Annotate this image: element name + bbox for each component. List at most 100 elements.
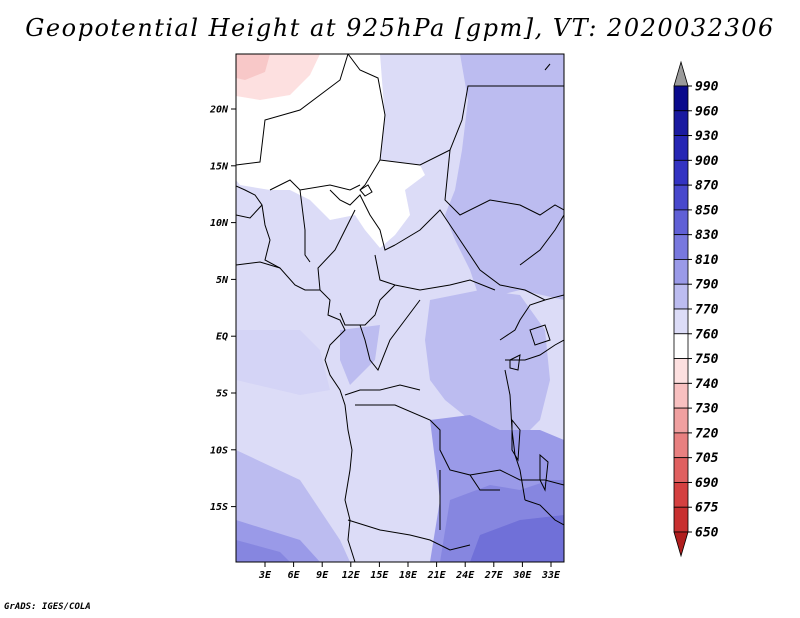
lon-tick-label: 9E (316, 570, 329, 581)
colorbar-swatch (673, 283, 689, 310)
field-region-pink-nw-core (236, 54, 270, 80)
lake-malawi (539, 453, 549, 492)
lat-tick-label: 15S (210, 502, 228, 513)
border-uganda (499, 299, 546, 341)
lon-tick-label: 33E (541, 570, 561, 581)
colorbar-swatch (673, 259, 689, 285)
lat-tick-label: 10N (210, 218, 229, 229)
colorbar-swatch (673, 482, 689, 508)
colorbar-label: 870 (695, 179, 719, 194)
border-car-north (394, 209, 564, 301)
colorbar-label: 810 (695, 253, 719, 268)
colorbar-label: 960 (695, 104, 719, 119)
border-niger-south (269, 179, 361, 191)
colorbar: 990 960 930 900 870 850 830 810 790 770 760 750 740 7… (673, 60, 719, 558)
field-region-gabon (340, 325, 380, 385)
map-frame (235, 53, 565, 563)
colorbar-label: 990 (695, 80, 719, 95)
field-region-east-810 (445, 54, 564, 300)
lake-albert (509, 354, 521, 371)
colorbar-label: 740 (695, 377, 719, 392)
border-tanzania-south (469, 469, 564, 486)
field-region-south-870 (470, 515, 564, 562)
colorbar-swatch (673, 159, 689, 186)
field-region-sw-850 (236, 540, 290, 562)
height-field (236, 54, 564, 562)
lake-tanganyika (511, 418, 521, 462)
colorbar-label: 730 (695, 402, 719, 417)
coast-red-sea (544, 63, 551, 71)
lon-tick-label: 27E (484, 570, 504, 581)
colorbar-swatch (673, 85, 689, 112)
longitude-axis: 3E 6E 9E 12E 15E 18E 21E 24E 27E 30E 33E (258, 562, 561, 581)
colorbar-label: 790 (695, 278, 719, 293)
colorbar-label: 900 (695, 154, 719, 169)
coastline-guinea (236, 261, 281, 269)
border-niger-west (347, 54, 386, 191)
colorbar-label: 850 (695, 203, 719, 218)
colorbar-swatch (673, 358, 689, 384)
lat-tick-label: 15N (210, 161, 229, 172)
colorbar-bottom-arrow (673, 531, 689, 558)
lat-tick-label: 20N (209, 105, 229, 116)
lat-tick-label: 10S (210, 445, 228, 456)
colorbar-swatch (673, 333, 689, 359)
border-west-1 (236, 204, 263, 219)
colorbar-swatch (673, 110, 689, 136)
border-namibia (347, 519, 471, 551)
lon-tick-label: 15E (370, 570, 389, 581)
map-title: Geopotential Height at 925hPa [gpm], VT:… (25, 14, 775, 42)
border-car-south (374, 254, 496, 291)
lon-tick-label: 18E (399, 570, 418, 581)
lat-tick-label: EQ (216, 332, 228, 343)
colorbar-top-arrow (673, 60, 689, 87)
colorbar-label: 690 (695, 476, 719, 491)
boundaries (236, 54, 564, 562)
lon-tick-label: 21E (427, 570, 447, 581)
border-ethiopia (519, 214, 564, 266)
border-nigeria-cameroon (317, 209, 356, 291)
border-kenya (505, 339, 564, 361)
colorbar-swatch (673, 506, 689, 533)
colorbar-swatch (673, 432, 689, 459)
colorbar-label: 705 (695, 451, 719, 466)
border-mozambique (524, 499, 564, 526)
colorbar-label: 930 (695, 129, 719, 144)
colorbar-swatch (673, 234, 689, 260)
border-angola-east (355, 404, 500, 491)
lat-tick-label: 5S (216, 389, 228, 400)
field-region-white-north (236, 54, 425, 248)
lake-chad (359, 184, 373, 197)
coastline-west (236, 185, 356, 562)
border-congo-north (339, 284, 396, 326)
lat-tick-label: 5N (216, 275, 229, 286)
border-chad-north (379, 85, 564, 166)
border-sudan (444, 149, 564, 216)
lake-victoria (529, 324, 551, 346)
border-sahara-1 (236, 54, 349, 166)
border-rift (504, 369, 526, 501)
lon-tick-label: 3E (258, 570, 272, 581)
border-nigeria-east (329, 189, 396, 251)
field-region-congo-810 (425, 290, 550, 445)
colorbar-swatch (673, 184, 689, 211)
border-congo-east (359, 299, 421, 371)
colorbar-swatch (673, 382, 689, 409)
colorbar-label: 830 (695, 228, 719, 243)
lon-tick-label: 30E (512, 570, 532, 581)
colorbar-label: 750 (695, 352, 719, 367)
colorbar-label: 720 (695, 426, 719, 441)
latitude-axis: 20N 15N 10N 5N EQ 5S 10S 15S (209, 105, 236, 513)
lon-tick-label: 12E (342, 570, 361, 581)
border-drc-angola (344, 384, 421, 396)
colorbar-swatch (673, 407, 689, 434)
field-region-gulf (236, 330, 330, 395)
credit-text: GrADS: IGES/COLA (4, 602, 91, 612)
colorbar-swatch (673, 209, 689, 236)
colorbar-swatch (673, 135, 689, 161)
colorbar-label: 770 (695, 303, 719, 318)
colorbar-swatch (673, 308, 689, 335)
colorbar-label: 675 (695, 501, 719, 516)
colorbar-swatch (673, 457, 689, 483)
colorbar-label: 650 (695, 526, 719, 541)
